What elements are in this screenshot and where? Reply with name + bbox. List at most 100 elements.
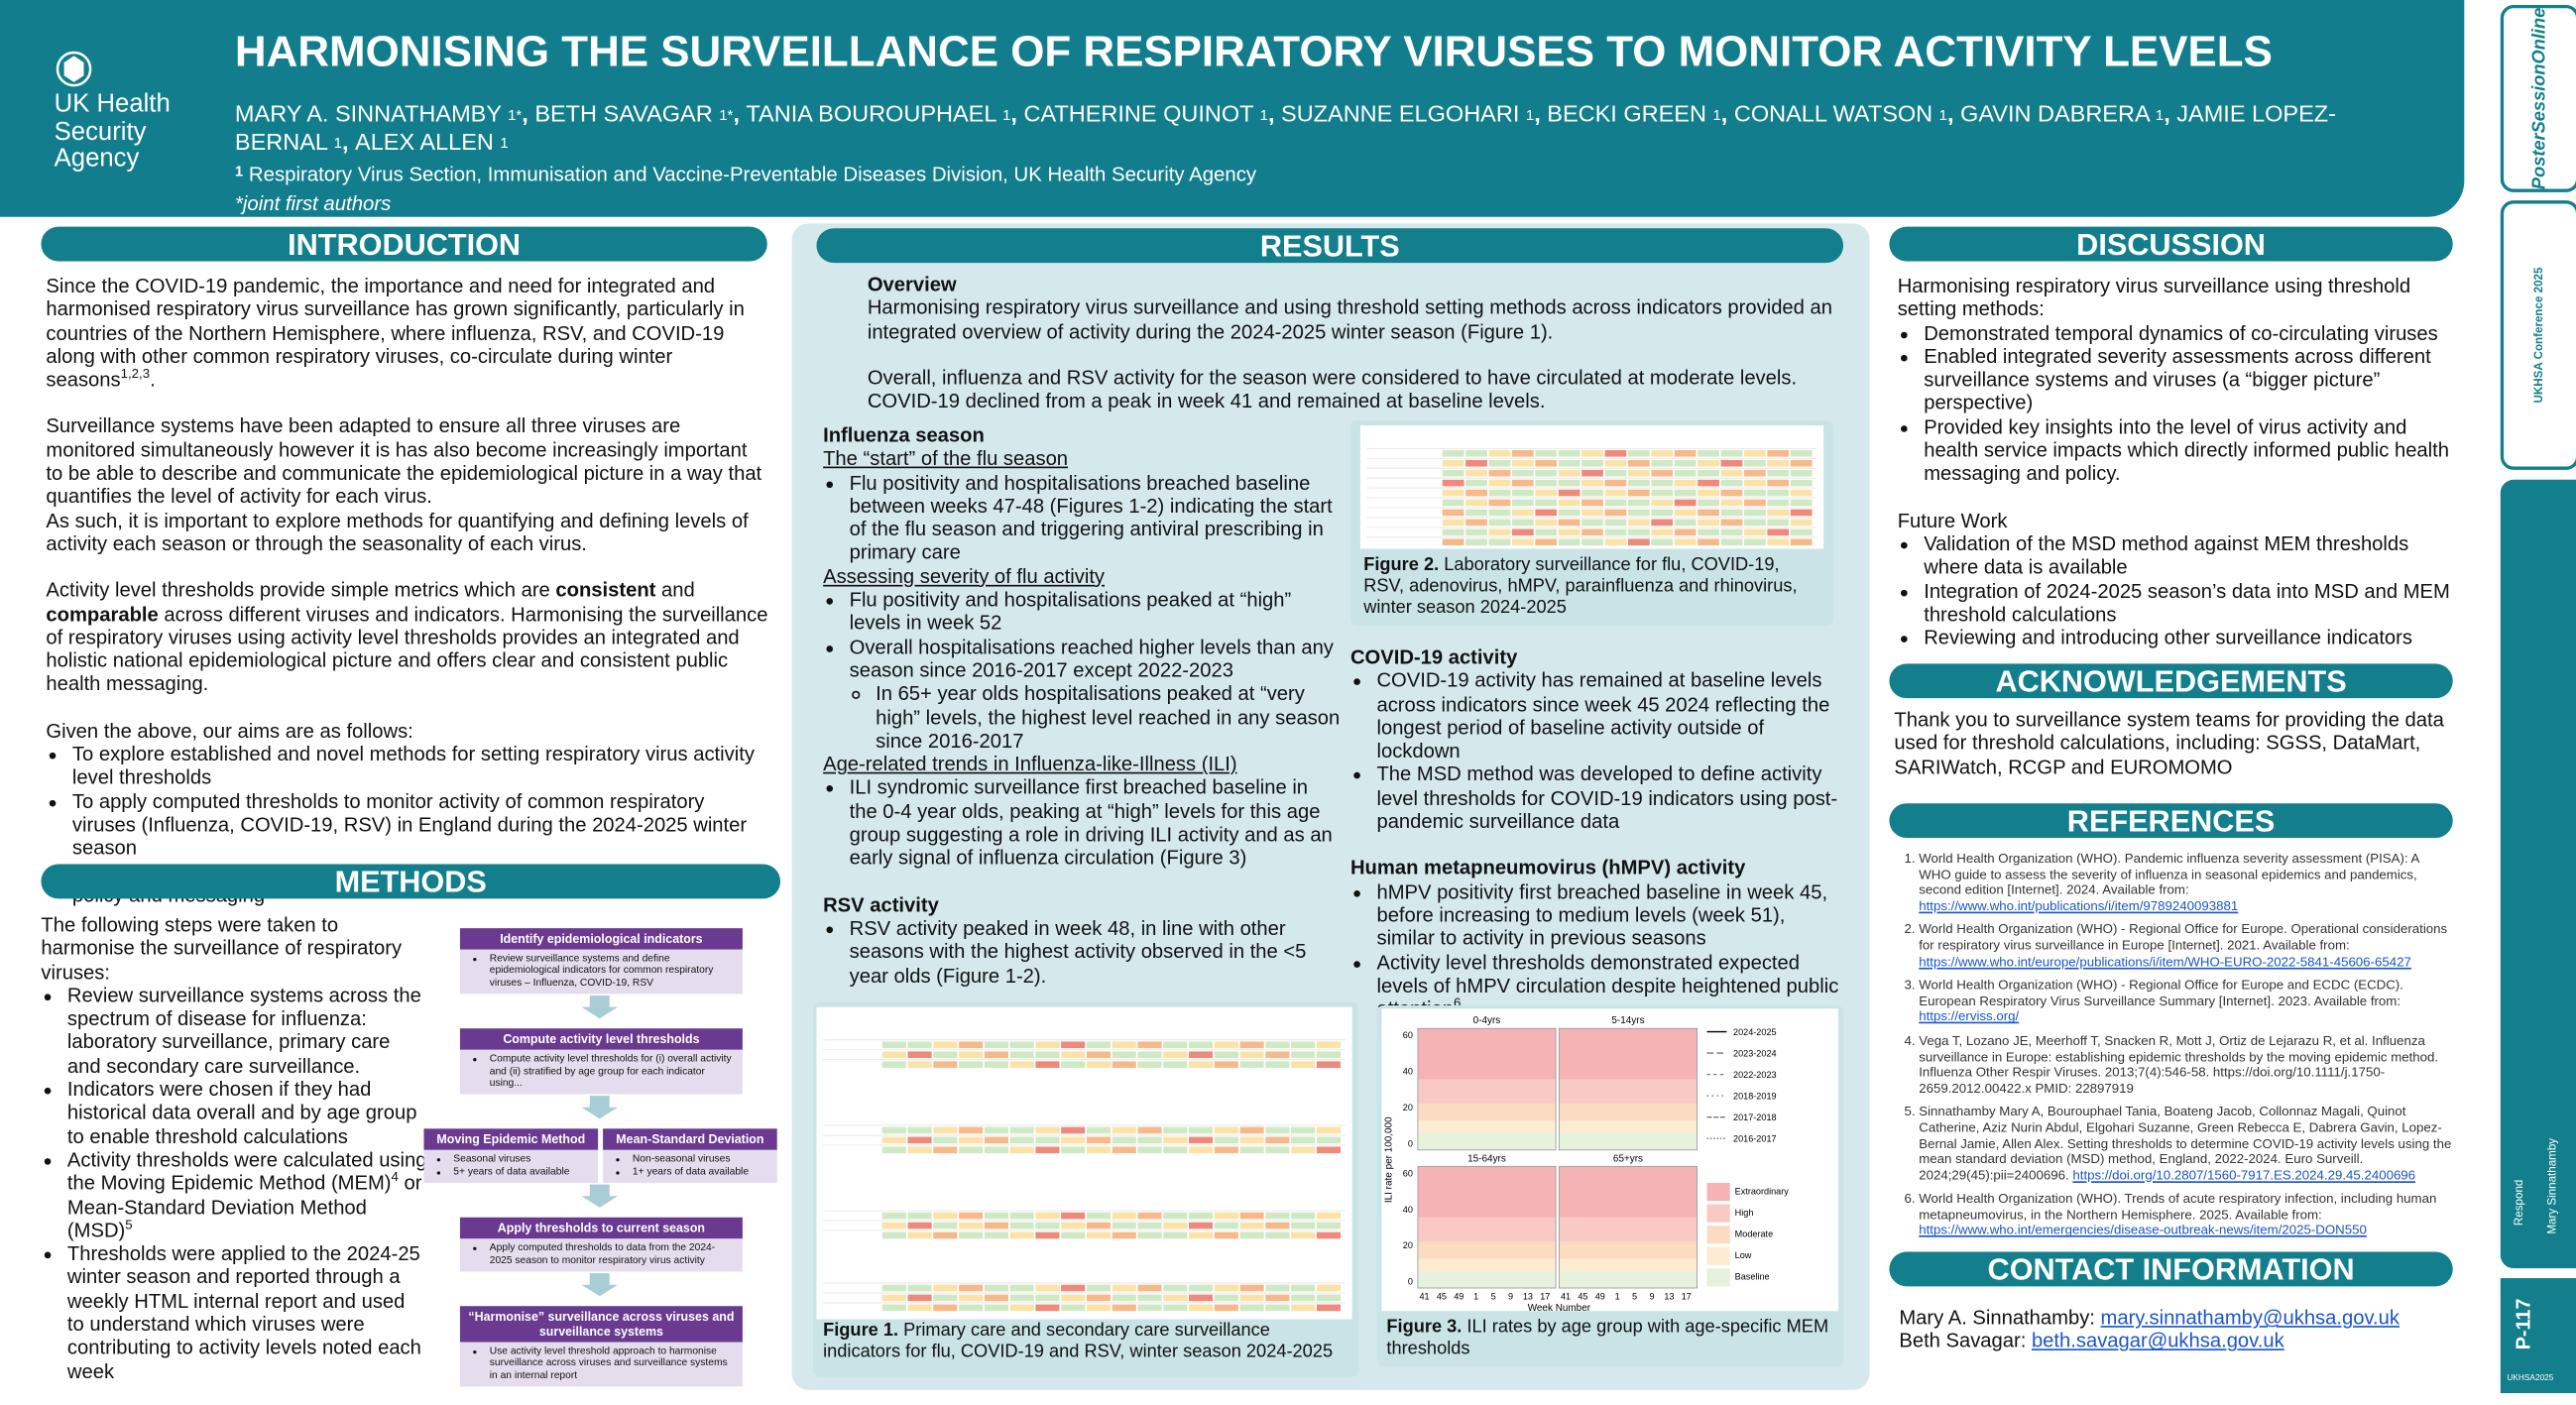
author-sup: 1 <box>1712 106 1721 124</box>
table-cell <box>1767 479 1790 487</box>
x-tick-label: 49 <box>1595 1292 1605 1302</box>
threshold-band <box>1559 1120 1698 1133</box>
table-cell <box>907 1222 932 1229</box>
influenza-list: Flu positivity and hospitalisations brea… <box>823 471 1341 565</box>
list-item: Compute activity level thresholds for (i… <box>490 1053 737 1090</box>
table-cell <box>1488 489 1511 497</box>
section-heading: METHODS <box>41 864 781 899</box>
table-cell <box>1061 1136 1086 1144</box>
note: *joint first authors <box>234 191 392 216</box>
affiliation-sup: 1 <box>234 163 244 179</box>
table-cell <box>1291 1294 1316 1302</box>
table-cell <box>1651 449 1674 457</box>
reference-text: World Health Organization (WHO). Trends … <box>1919 1191 2437 1223</box>
table-cell <box>1674 499 1697 507</box>
y-tick-label: 20 <box>1403 1240 1413 1250</box>
table-cell <box>1790 509 1813 517</box>
threshold-band <box>1417 1217 1557 1242</box>
reference-link[interactable]: https://www.who.int/publications/i/item/… <box>1919 897 2239 913</box>
reference-link[interactable]: https://erviss.org/ <box>1919 1008 2020 1024</box>
table-cell <box>1086 1051 1112 1059</box>
table-cell <box>984 1061 1008 1068</box>
table-cell <box>1743 469 1766 477</box>
contact-line: Mary A. Sinnathamby: mary.sinnathamby@uk… <box>1899 1306 2457 1330</box>
table-cell <box>1137 1041 1162 1049</box>
table-bg <box>1359 425 1824 549</box>
table-cell <box>984 1212 1008 1220</box>
table-cell <box>1086 1212 1112 1220</box>
subheading: COVID-19 activity <box>1349 645 1518 669</box>
contact-line: Beth Savagar: beth.savagar@ukhsa.gov.uk <box>1899 1330 2457 1353</box>
panel-frame <box>1558 1165 1698 1289</box>
table-cell <box>1137 1231 1162 1239</box>
table-cell <box>1239 1294 1264 1302</box>
side-panel: UKHSA Conference 2025 <box>2500 200 2576 470</box>
table-cell <box>1604 489 1627 497</box>
legend-label: Extraordinary <box>1735 1187 1790 1197</box>
logo-line: UK Health <box>54 90 171 119</box>
table-cell <box>1651 459 1674 467</box>
table-cell <box>1316 1061 1342 1068</box>
x-tick-label: 1 <box>1473 1292 1478 1302</box>
table-cell <box>881 1126 906 1134</box>
references: World Health Organization (WHO). Pandemi… <box>1893 851 2455 1246</box>
table-cell <box>1698 459 1719 467</box>
table-cell <box>1035 1051 1060 1059</box>
logo: UK Health Security Agency <box>54 90 171 174</box>
table-cell <box>907 1146 932 1154</box>
table-cell <box>984 1041 1008 1049</box>
contact-email[interactable]: mary.sinnathamby@ukhsa.gov.uk <box>2100 1306 2400 1330</box>
table-cell <box>1535 479 1558 487</box>
y-tick-label: 40 <box>1403 1205 1413 1215</box>
table-cell <box>881 1212 906 1220</box>
table-cell <box>1137 1222 1162 1229</box>
reference-text: Vega T, Lozano JE, Meerhoff T, Snacken R… <box>1919 1033 2439 1096</box>
table-cell <box>1674 538 1697 546</box>
panel-frame <box>1558 1027 1698 1151</box>
paragraph: Activity level thresholds provide simple… <box>46 579 768 696</box>
table-cell <box>1086 1146 1112 1154</box>
legend-label: 2024-2025 <box>1733 1027 1777 1037</box>
side-code: P-117 <box>2512 1298 2535 1350</box>
table-cell <box>1265 1061 1290 1068</box>
reference: Vega T, Lozano JE, Meerhoff T, Snacken R… <box>1919 1033 2454 1097</box>
table-cell <box>1137 1061 1162 1068</box>
table-cell <box>1086 1126 1112 1134</box>
table-cell <box>1214 1061 1238 1068</box>
reference-link[interactable]: https://www.who.int/europe/publications/… <box>1919 953 2411 969</box>
table-cell <box>1291 1136 1316 1144</box>
contact-email[interactable]: beth.savagar@ukhsa.gov.uk <box>2031 1329 2284 1353</box>
table-cell <box>1316 1146 1342 1154</box>
flow-body: Seasonal viruses5+ years of data availab… <box>423 1150 599 1184</box>
legend-swatch <box>1706 1226 1730 1244</box>
table-cell <box>1674 528 1697 536</box>
table-cell <box>959 1051 984 1059</box>
table-cell <box>1442 459 1464 467</box>
x-tick-label: 5 <box>1491 1292 1496 1302</box>
table-cell <box>1558 528 1581 536</box>
table-cell <box>881 1136 906 1144</box>
table-cell <box>1465 449 1487 457</box>
table-cell <box>1674 479 1697 487</box>
flow-title: Mean-Standard Deviation <box>603 1129 777 1151</box>
table-cell <box>1558 469 1581 477</box>
table-cell <box>1086 1061 1112 1068</box>
table-cell <box>1009 1284 1034 1292</box>
figure-2: Figure 2. Laboratory surveillance for fl… <box>1349 420 1834 627</box>
author-sep: , <box>1267 101 1282 129</box>
table-cell <box>1239 1212 1264 1220</box>
list-item: Enabled integrated severity assessments … <box>1924 345 2456 415</box>
reference-link[interactable]: https://doi.org/10.2807/1560-7917.ES.202… <box>2072 1167 2416 1183</box>
table-cell <box>1239 1146 1264 1154</box>
table-cell <box>984 1222 1008 1229</box>
subheading: Future Work <box>1897 509 2008 532</box>
table-cell <box>1009 1136 1034 1144</box>
table-cell <box>1239 1231 1264 1239</box>
y-axis-label: ILI rate per 100,000 <box>1383 1116 1394 1203</box>
x-tick-label: 17 <box>1682 1292 1692 1302</box>
flow-arrow <box>581 1273 618 1297</box>
table-cell <box>1767 499 1790 507</box>
table-cell <box>907 1136 932 1144</box>
future-list: Validation of the MSD method against MEM… <box>1898 532 2456 649</box>
reference-link[interactable]: https://www.who.int/emergencies/disease-… <box>1919 1223 2367 1238</box>
